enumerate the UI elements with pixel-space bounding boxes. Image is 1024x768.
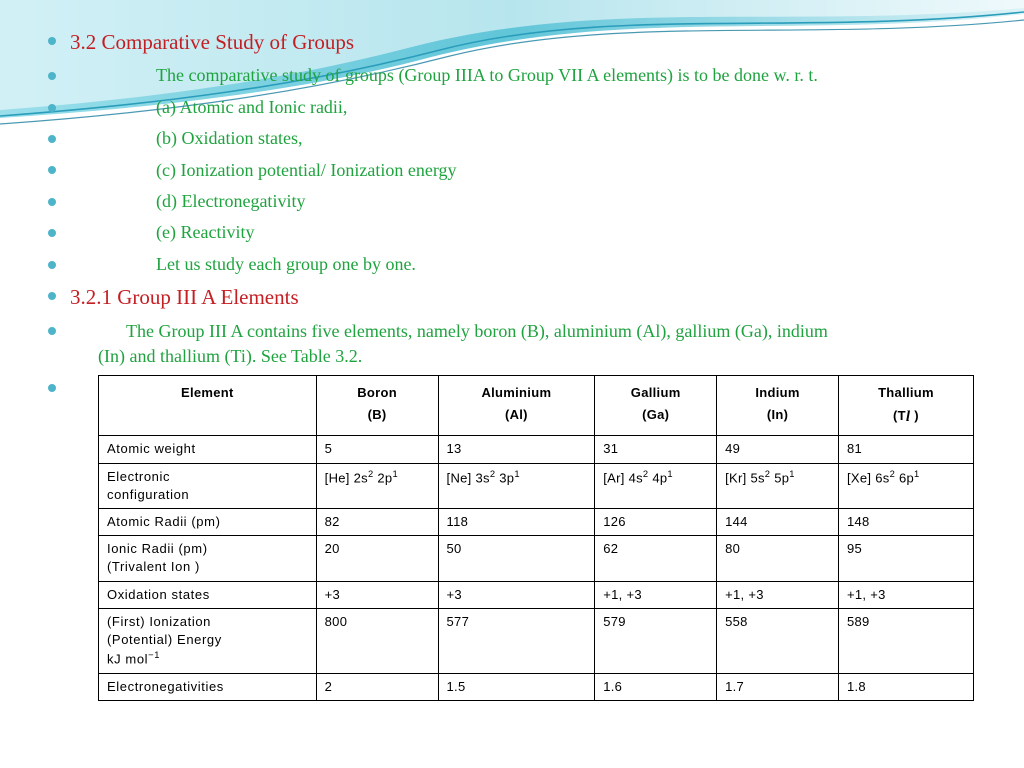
table-cell: 144 <box>717 508 839 535</box>
slide-content: 3.2 Comparative Study of Groups The comp… <box>0 0 1024 701</box>
table-cell: 118 <box>438 508 595 535</box>
table-header-cell: Thallium(Tl ) <box>838 375 973 436</box>
table-cell: 50 <box>438 536 595 581</box>
item-c: (c) Ionization potential/ Ionization ene… <box>70 158 457 183</box>
table-cell: 1.5 <box>438 673 595 700</box>
intro-line: The comparative study of groups (Group I… <box>70 63 818 88</box>
table-header-cell: Gallium(Ga) <box>595 375 717 436</box>
table-header-cell: Indium(In) <box>717 375 839 436</box>
row-label: Electronegativities <box>99 673 317 700</box>
table-cell: [Ar] 4s2 4p1 <box>595 463 717 508</box>
table-cell: [Xe] 6s2 6p1 <box>838 463 973 508</box>
table-cell: 81 <box>838 436 973 463</box>
row-label: Ionic Radii (pm)(Trivalent Ion ) <box>99 536 317 581</box>
table-cell: 1.7 <box>717 673 839 700</box>
table-row: Atomic weight513314981 <box>99 436 974 463</box>
table-row: Electronicconfiguration[He] 2s2 2p1[Ne] … <box>99 463 974 508</box>
row-label: Atomic weight <box>99 436 317 463</box>
table-cell: 589 <box>838 608 973 673</box>
table-cell: 1.8 <box>838 673 973 700</box>
table-cell: [Kr] 5s2 5p1 <box>717 463 839 508</box>
paragraph: The Group III A contains five elements, … <box>70 319 982 369</box>
table-cell: 82 <box>316 508 438 535</box>
table-cell: +1, +3 <box>838 581 973 608</box>
table-cell: [Ne] 3s2 3p1 <box>438 463 595 508</box>
table-cell: 31 <box>595 436 717 463</box>
table-cell: 126 <box>595 508 717 535</box>
table-row: Oxidation states+3+3+1, +3+1, +3+1, +3 <box>99 581 974 608</box>
table-cell: 2 <box>316 673 438 700</box>
table-header-cell: Aluminium(Al) <box>438 375 595 436</box>
row-label: (First) Ionization(Potential) EnergykJ m… <box>99 608 317 673</box>
table-row: Ionic Radii (pm)(Trivalent Ion )20506280… <box>99 536 974 581</box>
table-cell: +3 <box>316 581 438 608</box>
row-label: Oxidation states <box>99 581 317 608</box>
table-row: (First) Ionization(Potential) EnergykJ m… <box>99 608 974 673</box>
table-row: Atomic Radii (pm)82118126144148 <box>99 508 974 535</box>
item-b: (b) Oxidation states, <box>70 126 302 151</box>
bullet-list: 3.2 Comparative Study of Groups The comp… <box>42 28 982 701</box>
table-cell: 558 <box>717 608 839 673</box>
item-e: (e) Reactivity <box>70 220 254 245</box>
table-cell: 62 <box>595 536 717 581</box>
table-cell: +3 <box>438 581 595 608</box>
table-row: Electronegativities21.51.61.71.8 <box>99 673 974 700</box>
table-cell: 1.6 <box>595 673 717 700</box>
elements-table: ElementBoron(B)Aluminium(Al)Gallium(Ga)I… <box>98 375 974 701</box>
table-cell: 148 <box>838 508 973 535</box>
table-header-cell: Boron(B) <box>316 375 438 436</box>
table-cell: 49 <box>717 436 839 463</box>
table-cell: 20 <box>316 536 438 581</box>
table-cell: 800 <box>316 608 438 673</box>
item-d: (d) Electronegativity <box>70 189 305 214</box>
subsection-heading: 3.2.1 Group III A Elements <box>70 285 299 309</box>
table-cell: 579 <box>595 608 717 673</box>
item-a: (a) Atomic and Ionic radii, <box>70 95 347 120</box>
table-cell: 80 <box>717 536 839 581</box>
table-cell: +1, +3 <box>717 581 839 608</box>
section-heading: 3.2 Comparative Study of Groups <box>70 30 354 54</box>
row-label: Electronicconfiguration <box>99 463 317 508</box>
table-header-row: ElementBoron(B)Aluminium(Al)Gallium(Ga)I… <box>99 375 974 436</box>
table-cell: [He] 2s2 2p1 <box>316 463 438 508</box>
table-cell: 5 <box>316 436 438 463</box>
table-cell: 95 <box>838 536 973 581</box>
table-header-cell: Element <box>99 375 317 436</box>
table-cell: +1, +3 <box>595 581 717 608</box>
table-cell: 13 <box>438 436 595 463</box>
row-label: Atomic Radii (pm) <box>99 508 317 535</box>
study-line: Let us study each group one by one. <box>70 252 416 277</box>
table-cell: 577 <box>438 608 595 673</box>
